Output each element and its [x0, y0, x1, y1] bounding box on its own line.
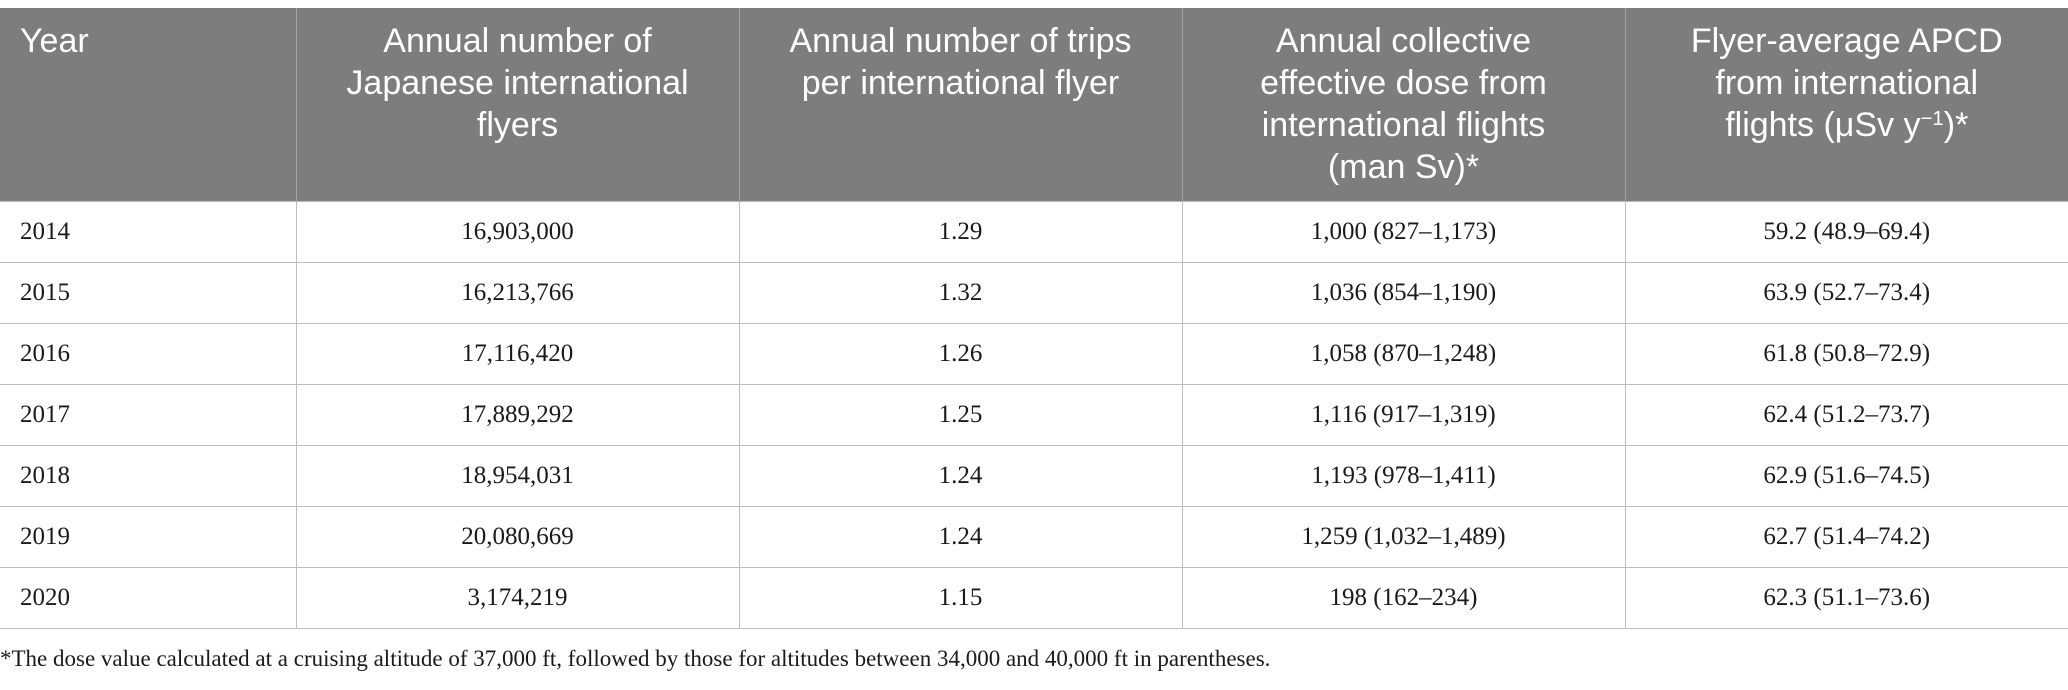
cell-flyers: 16,903,000 [295, 200, 740, 263]
cell-apcd: 62.3 (51.1–73.6) [1624, 566, 2068, 629]
header-line: flyers [476, 106, 559, 144]
header-line: from international [1715, 64, 1979, 102]
cell-year: 2016 [0, 322, 297, 385]
table-row: 2019 20,080,669 1.24 1,259 (1,032–1,489)… [0, 505, 2068, 568]
table-row: 2015 16,213,766 1.32 1,036 (854–1,190) 6… [0, 261, 2068, 324]
header-line-superscript: −1 [1920, 107, 1944, 130]
cell-flyers: 16,213,766 [295, 261, 740, 324]
header-line: Annual number of [383, 22, 652, 60]
cell-apcd: 63.9 (52.7–73.4) [1624, 261, 2068, 324]
cell-apcd: 62.7 (51.4–74.2) [1624, 505, 2068, 568]
header-line: per international flyer [801, 64, 1120, 102]
cell-collective-dose: 198 (162–234) [1181, 566, 1626, 629]
header-line-post: )* [1943, 106, 1969, 144]
cell-apcd: 59.2 (48.9–69.4) [1624, 200, 2068, 263]
header-international-flyers: Annual number of Japanese international … [295, 8, 740, 201]
header-year: Year [0, 8, 297, 201]
cell-trips: 1.15 [738, 566, 1183, 629]
header-line: Annual number of trips [789, 22, 1132, 60]
cell-flyers: 17,889,292 [295, 383, 740, 446]
cell-flyers: 17,116,420 [295, 322, 740, 385]
cell-flyers: 3,174,219 [295, 566, 740, 629]
cell-apcd: 62.9 (51.6–74.5) [1624, 444, 2068, 507]
header-line: (man Sv)* [1327, 148, 1480, 186]
cell-flyers: 18,954,031 [295, 444, 740, 507]
header-trips-per-flyer: Annual number of trips per international… [738, 8, 1183, 201]
header-line-pre: flights (μSv y [1725, 106, 1921, 144]
cell-trips: 1.26 [738, 322, 1183, 385]
cell-trips: 1.25 [738, 383, 1183, 446]
cell-collective-dose: 1,193 (978–1,411) [1181, 444, 1626, 507]
data-table: Year Annual number of Japanese internati… [0, 8, 2068, 629]
cell-collective-dose: 1,116 (917–1,319) [1181, 383, 1626, 446]
cell-year: 2014 [0, 200, 297, 263]
cell-trips: 1.32 [738, 261, 1183, 324]
cell-trips: 1.29 [738, 200, 1183, 263]
header-line: Year [20, 22, 89, 60]
header-line: effective dose from [1260, 64, 1547, 102]
cell-year: 2020 [0, 566, 297, 629]
table-row: 2020 3,174,219 1.15 198 (162–234) 62.3 (… [0, 566, 2068, 629]
table-footnote: *The dose value calculated at a cruising… [0, 646, 1271, 671]
cell-trips: 1.24 [738, 444, 1183, 507]
cell-year: 2019 [0, 505, 297, 568]
header-line: Annual collective [1275, 22, 1532, 60]
table-row: 2014 16,903,000 1.29 1,000 (827–1,173) 5… [0, 200, 2068, 263]
header-line: Flyer-average APCD [1690, 22, 2003, 60]
header-line: Japanese international [346, 64, 689, 102]
header-collective-dose: Annual collective effective dose from in… [1181, 8, 1626, 201]
cell-collective-dose: 1,036 (854–1,190) [1181, 261, 1626, 324]
cell-year: 2018 [0, 444, 297, 507]
cell-trips: 1.24 [738, 505, 1183, 568]
cell-collective-dose: 1,058 (870–1,248) [1181, 322, 1626, 385]
header-flyer-average-apcd: Flyer-average APCD from international fl… [1624, 8, 2068, 201]
cell-flyers: 20,080,669 [295, 505, 740, 568]
table-row: 2018 18,954,031 1.24 1,193 (978–1,411) 6… [0, 444, 2068, 507]
table-body: 2014 16,903,000 1.29 1,000 (827–1,173) 5… [0, 200, 2068, 629]
header-line: international flights [1261, 106, 1546, 144]
table-row: 2016 17,116,420 1.26 1,058 (870–1,248) 6… [0, 322, 2068, 385]
cell-year: 2017 [0, 383, 297, 446]
cell-year: 2015 [0, 261, 297, 324]
cell-apcd: 62.4 (51.2–73.7) [1624, 383, 2068, 446]
header-row: Year Annual number of Japanese internati… [0, 8, 2068, 201]
table-header: Year Annual number of Japanese internati… [0, 8, 2068, 201]
table-row: 2017 17,889,292 1.25 1,116 (917–1,319) 6… [0, 383, 2068, 446]
cell-collective-dose: 1,259 (1,032–1,489) [1181, 505, 1626, 568]
cell-collective-dose: 1,000 (827–1,173) [1181, 200, 1626, 263]
cell-apcd: 61.8 (50.8–72.9) [1624, 322, 2068, 385]
